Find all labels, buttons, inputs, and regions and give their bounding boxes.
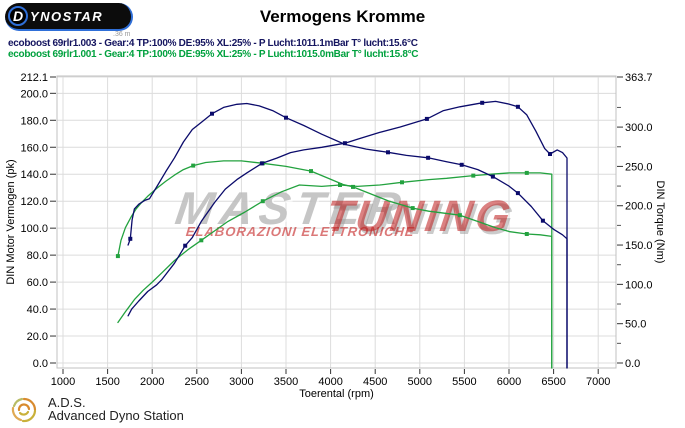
x-tick-label: 3000 — [229, 376, 253, 388]
power-run-003-marker — [342, 141, 347, 146]
right-tick-label: 250.0 — [625, 161, 653, 173]
torque-run-003-marker — [128, 236, 133, 241]
power-run-003-marker — [183, 243, 188, 248]
ads-footer: A.D.S. Advanced Dyno Station — [10, 396, 184, 424]
torque-run-003-marker — [426, 155, 431, 160]
torque-run-003-marker — [540, 218, 545, 223]
page-title: Vermogens Kromme — [259, 7, 426, 26]
logo-fine-print: .36 m — [113, 31, 131, 38]
power-run-001-marker — [524, 170, 529, 175]
left-tick-label: 100.0 — [20, 223, 48, 235]
right-tick-label: 100.0 — [625, 279, 653, 291]
ads-abbr: A.D.S. — [48, 395, 86, 410]
right-tick-label: 150.0 — [625, 240, 653, 252]
power-run-003-marker — [480, 100, 485, 105]
torque-run-001-curve — [117, 160, 553, 369]
torque-run-003-marker — [515, 191, 520, 196]
right-tick-label: 363.7 — [625, 72, 653, 84]
power-run-001-marker — [338, 183, 342, 187]
torque-run-003-marker — [490, 174, 495, 179]
right-tick-label: 0.0 — [625, 358, 640, 370]
x-tick-label: 7000 — [586, 376, 610, 388]
left-tick-label: 20.0 — [27, 331, 48, 343]
left-tick-label: 140.0 — [20, 169, 48, 181]
dynostar-logo-text: YNOSTAR — [30, 8, 104, 24]
power-run-003-curve — [127, 100, 568, 369]
plot-frame — [56, 75, 617, 369]
run-info-line-1: ecoboost 69rlr1.003 - Gear:4 TP:100% DE:… — [8, 38, 418, 49]
torque-run-001-marker — [351, 184, 355, 189]
x-tick-label: 2500 — [185, 376, 209, 388]
x-tick-label: 5000 — [408, 376, 432, 388]
torque-run-001-marker — [115, 254, 120, 259]
right-tick-label: 300.0 — [625, 122, 653, 134]
run-info-line-2: ecoboost 69rlr1.001 - Gear:4 TP:100% DE:… — [8, 49, 419, 60]
left-tick-label: 80.0 — [27, 250, 48, 262]
power-run-001-marker — [471, 173, 476, 178]
power-run-001-marker — [199, 238, 204, 243]
right-tick-label: 50.0 — [625, 319, 646, 331]
left-tick-label: 180.0 — [20, 115, 48, 127]
dynostar-logo-d-ring: D — [8, 6, 28, 26]
x-tick-label: 6500 — [541, 376, 565, 388]
y-axis-right-title: DIN Torque (Nm) — [654, 181, 666, 264]
power-run-001-curve — [117, 172, 553, 369]
torque-run-003-marker — [210, 111, 214, 116]
x-tick-label: 1500 — [95, 376, 119, 388]
x-tick-label: 3500 — [274, 376, 298, 388]
torque-run-001-marker — [309, 169, 313, 174]
x-axis-title: Toerental (rpm) — [299, 388, 374, 400]
power-run-001-marker — [260, 199, 265, 204]
power-run-003-marker — [424, 116, 429, 121]
left-tick-label: 212.1 — [20, 72, 48, 84]
x-tick-label: 4500 — [363, 376, 387, 388]
right-tick-label: 200.0 — [625, 201, 653, 213]
torque-run-003-marker — [459, 162, 464, 167]
ads-name: Advanced Dyno Station — [48, 408, 184, 423]
x-tick-label: 1000 — [51, 376, 75, 388]
y-axis-left-title: DIN Motor Vermogen (pk) — [5, 159, 17, 284]
left-tick-label: 200.0 — [20, 88, 48, 100]
left-tick-label: 120.0 — [20, 196, 48, 208]
power-run-001-marker — [400, 180, 404, 185]
x-tick-label: 5500 — [452, 376, 476, 388]
torque-run-001-marker — [410, 206, 415, 211]
left-tick-label: 60.0 — [27, 277, 48, 289]
x-tick-label: 2000 — [140, 376, 164, 388]
torque-run-001-marker — [191, 163, 196, 168]
power-run-003-marker — [515, 104, 520, 109]
power-run-003-marker — [259, 161, 264, 166]
torque-run-003-marker — [284, 115, 288, 120]
x-tick-label: 6000 — [497, 376, 521, 388]
torque-run-003-marker — [386, 150, 390, 155]
left-tick-label: 40.0 — [27, 304, 48, 316]
torque-run-001-marker — [524, 232, 529, 236]
dynostar-logo: D YNOSTAR — [5, 3, 133, 31]
x-tick-label: 4000 — [318, 376, 342, 388]
ads-swirl-icon — [11, 397, 37, 423]
left-tick-label: 0.0 — [33, 358, 48, 370]
power-run-003-marker — [548, 152, 552, 156]
torque-run-001-marker — [457, 213, 462, 218]
left-tick-label: 160.0 — [20, 142, 48, 154]
